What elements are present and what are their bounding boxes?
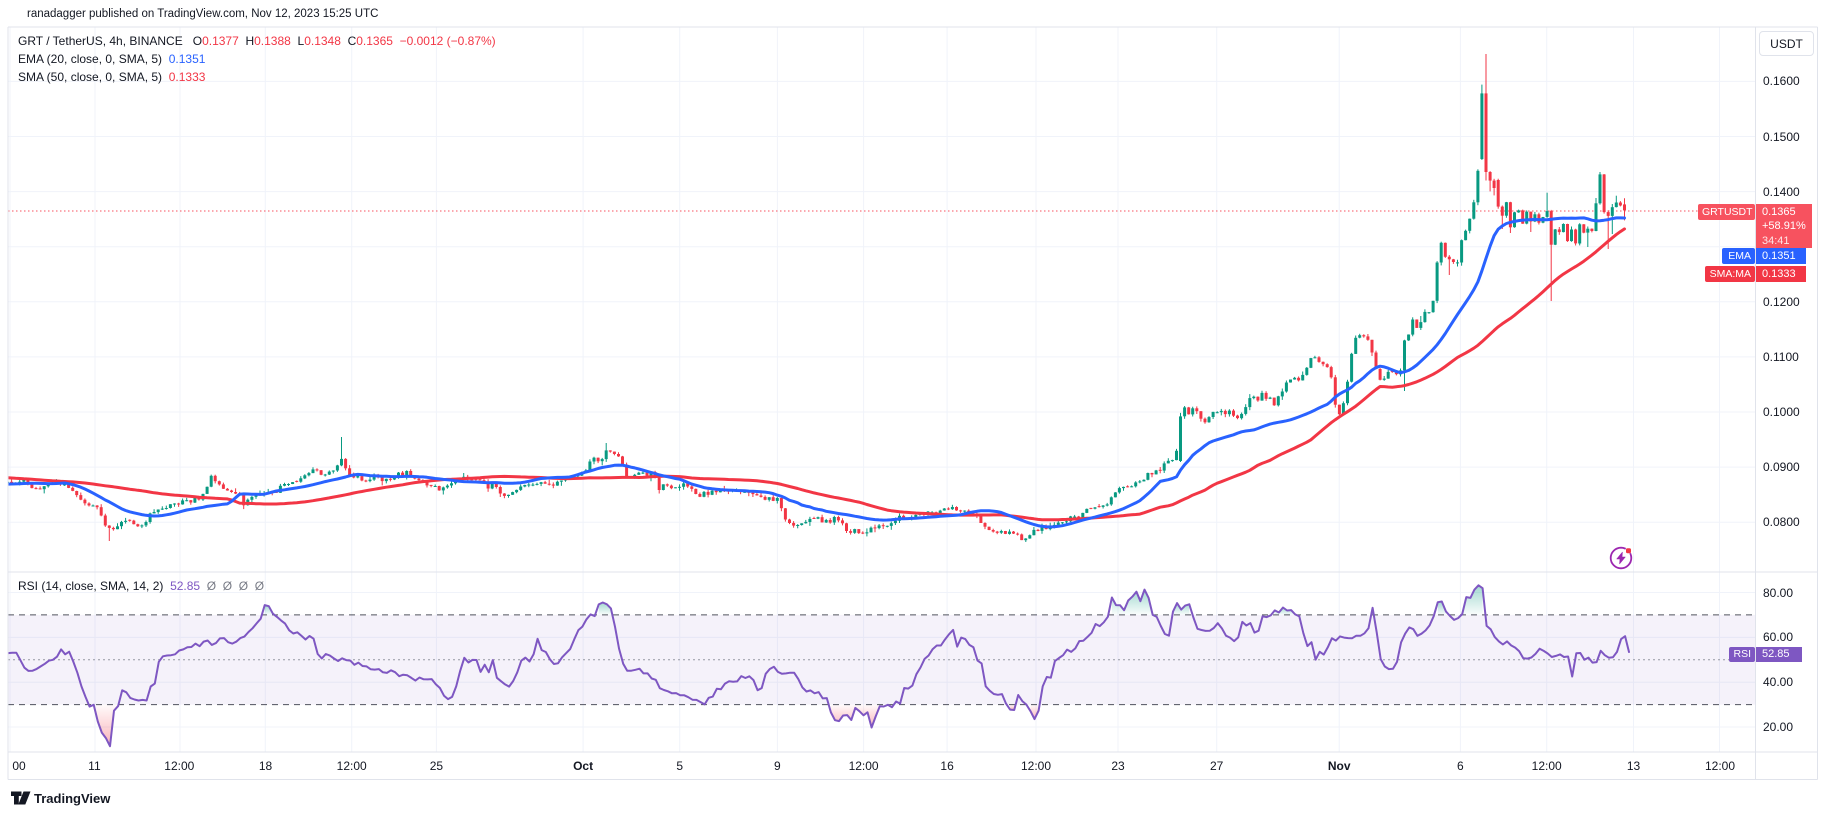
svg-text:TradingView: TradingView (34, 791, 111, 806)
